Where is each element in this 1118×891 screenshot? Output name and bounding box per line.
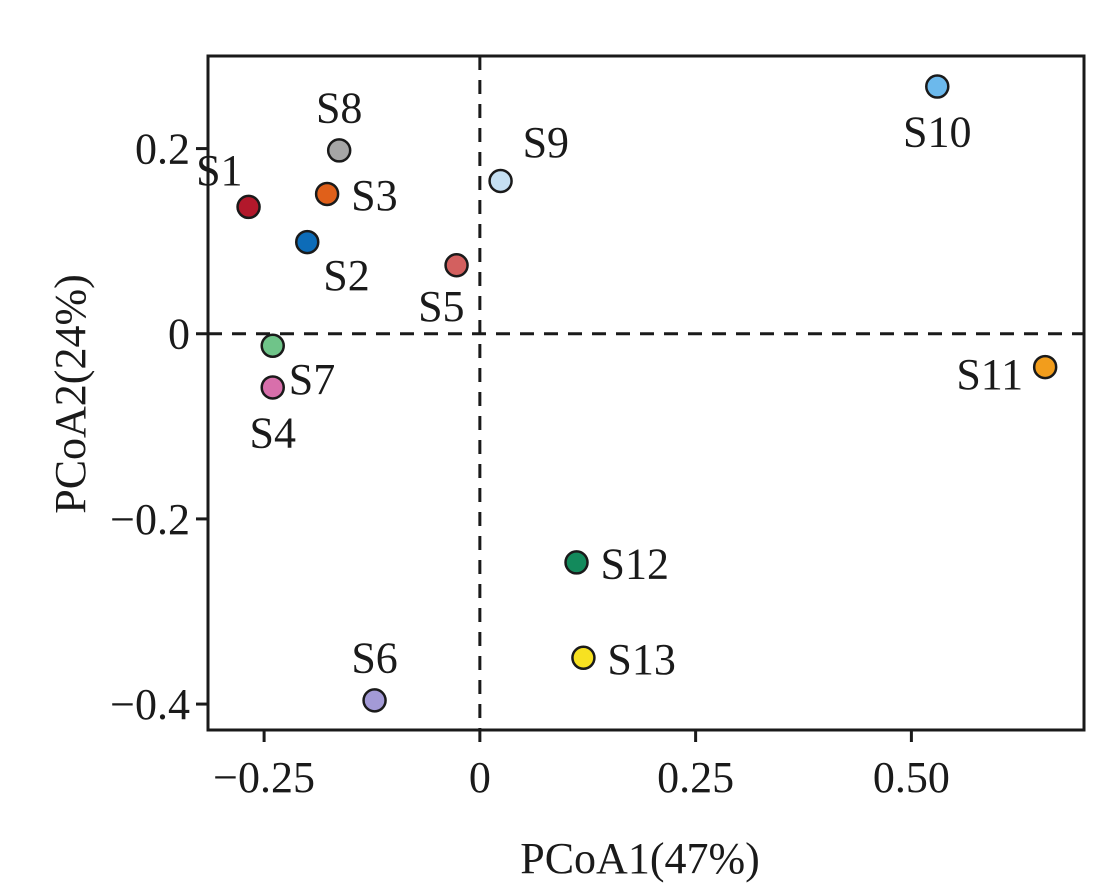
data-points	[236, 74, 1058, 713]
y-tick-label: −0.2	[110, 495, 190, 544]
point-s3	[314, 181, 340, 207]
point-s4	[260, 375, 285, 400]
point-s7	[260, 333, 285, 359]
point-label-s6: S6	[351, 633, 397, 682]
point-s5	[444, 252, 469, 278]
point-label-s9: S9	[523, 118, 569, 167]
point-labels: S1 S2 S3 S4 S5 S6 S7 S8 S9 S10 S11 S12 S13	[196, 83, 1023, 683]
x-tick-label: 0.25	[657, 753, 734, 802]
x-tick-label: −0.25	[213, 753, 315, 802]
point-s12	[564, 550, 589, 575]
point-s2	[295, 229, 320, 255]
point-label-s11: S11	[956, 350, 1023, 399]
y-axis: −0.4 −0.2 0 0.2	[110, 125, 208, 729]
point-label-s13: S13	[607, 635, 675, 684]
plot-frame	[206, 54, 1086, 732]
point-label-s5: S5	[418, 282, 464, 331]
x-tick-label: 0.50	[873, 753, 950, 802]
reference-lines	[208, 56, 1084, 730]
y-tick-label: 0.2	[135, 125, 190, 174]
point-label-s12: S12	[601, 539, 669, 588]
point-s1	[236, 194, 261, 220]
point-label-s4: S4	[249, 408, 295, 457]
point-label-s2: S2	[323, 251, 369, 300]
point-s6	[362, 688, 387, 713]
point-s13	[571, 645, 596, 671]
x-axis-title: PCoA1(47%)	[520, 834, 760, 883]
point-s10	[925, 74, 950, 99]
point-label-s1: S1	[196, 146, 242, 195]
point-s11	[1032, 354, 1058, 380]
point-label-s10: S10	[903, 108, 971, 157]
y-tick-label: 0	[168, 310, 190, 359]
point-label-s3: S3	[351, 171, 397, 220]
point-s9	[488, 168, 513, 194]
point-s8	[326, 138, 352, 163]
y-axis-title: PCoA2(24%)	[46, 274, 95, 514]
point-label-s7: S7	[289, 355, 335, 404]
x-tick-label: 0	[469, 753, 491, 802]
y-tick-label: −0.4	[110, 680, 190, 729]
x-axis: −0.25 0 0.25 0.50	[213, 730, 950, 802]
point-label-s8: S8	[316, 83, 362, 132]
